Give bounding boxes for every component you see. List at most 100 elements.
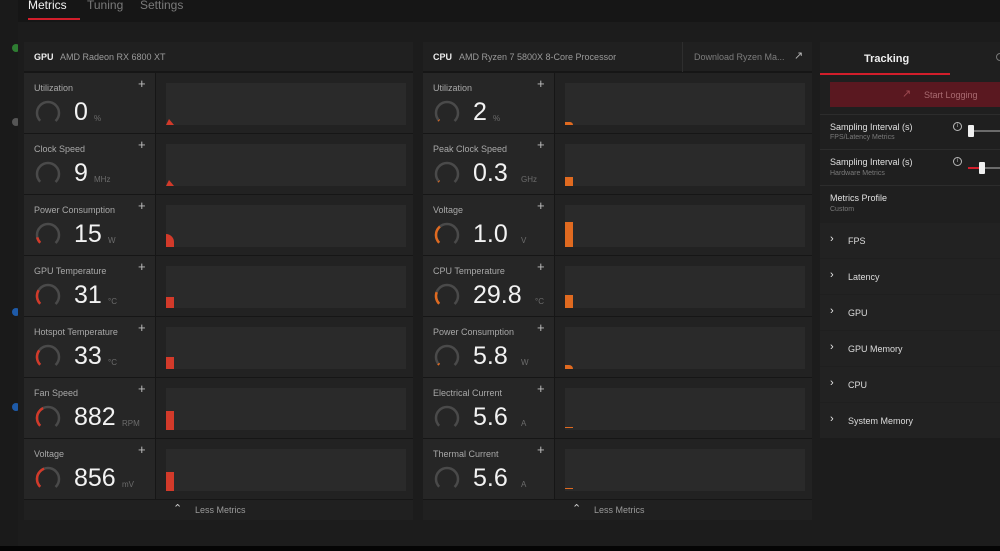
- start-logging-button[interactable]: ↗ Start Logging: [830, 82, 1000, 107]
- metric-label: Voltage: [34, 449, 65, 459]
- sampling-fps-slider-handle[interactable]: [968, 125, 974, 137]
- bg-dot: [12, 118, 20, 126]
- tab-bar: Metrics Tuning Settings: [18, 0, 1000, 22]
- gauge-icon: [35, 405, 61, 431]
- less-metrics-label: Less Metrics: [594, 505, 645, 515]
- plus-icon[interactable]: +: [138, 320, 146, 335]
- cpu-panel-header: CPU AMD Ryzen 7 5800X 8-Core Processor D…: [423, 42, 812, 72]
- divider: [820, 114, 1000, 115]
- metric-history-chart: [565, 388, 805, 430]
- plus-icon[interactable]: +: [537, 381, 545, 396]
- section-label: GPU Memory: [848, 344, 903, 354]
- section-label: Latency: [848, 272, 880, 282]
- plus-icon[interactable]: +: [138, 198, 146, 213]
- plus-icon[interactable]: +: [537, 442, 545, 457]
- metric-value: 9: [74, 159, 88, 187]
- metric-chart-cell: [555, 134, 812, 194]
- tracking-section-latency[interactable]: › Latency: [820, 259, 1000, 294]
- chart-line: [565, 427, 573, 428]
- tab-settings[interactable]: Settings: [140, 0, 184, 12]
- background-window-edge: [0, 0, 20, 551]
- chart-bar: [166, 234, 174, 247]
- chart-line: [565, 488, 573, 489]
- download-ryzen-master-link[interactable]: Download Ryzen Ma... ↗: [682, 42, 812, 72]
- metric-row: Utilization +2%: [423, 73, 812, 133]
- gauge-icon: [434, 222, 460, 248]
- metric-chart-cell: [555, 195, 812, 255]
- gauge-icon: [434, 161, 460, 187]
- gauge-icon: [434, 344, 460, 370]
- metric-label: Power Consumption: [433, 327, 515, 337]
- plus-icon[interactable]: +: [138, 76, 146, 91]
- plus-icon[interactable]: +: [537, 137, 545, 152]
- gauge-icon: [35, 466, 61, 492]
- metric-value: 15: [74, 220, 102, 248]
- tab-metrics[interactable]: Metrics: [28, 0, 67, 12]
- gauge-icon: [434, 100, 460, 126]
- divider: [820, 185, 1000, 186]
- plus-icon[interactable]: +: [537, 259, 545, 274]
- tracking-section-system-memory[interactable]: › System Memory: [820, 403, 1000, 438]
- metric-row: Power Consumption +5.8 W: [423, 317, 812, 377]
- chevron-right-icon: ›: [830, 413, 834, 425]
- gpu-panel-header: GPU AMD Radeon RX 6800 XT: [24, 42, 413, 72]
- metric-label: Thermal Current: [433, 449, 499, 459]
- plus-icon[interactable]: +: [138, 442, 146, 457]
- metric-chart-cell: [156, 378, 413, 438]
- metric-label: Voltage: [433, 205, 464, 215]
- metric-row: Voltage +1.0 V: [423, 195, 812, 255]
- metric-history-chart: [166, 327, 406, 369]
- metric-value: 31: [74, 281, 102, 309]
- section-label: System Memory: [848, 416, 914, 426]
- tab-tuning[interactable]: Tuning: [87, 0, 124, 12]
- plus-icon[interactable]: +: [537, 198, 545, 213]
- sampling-hw-slider-handle[interactable]: [979, 162, 986, 174]
- metric-summary-cell: Power Consumption +15 W: [24, 195, 155, 255]
- metric-row: Peak Clock Speed +0.3 GHz: [423, 134, 812, 194]
- plus-icon[interactable]: +: [138, 259, 146, 274]
- metric-summary-cell: GPU Temperature +31 °C: [24, 256, 155, 316]
- cpu-type-label: CPU: [433, 52, 453, 62]
- clipped-icon: [996, 53, 1000, 61]
- gpu-metrics-panel: GPU AMD Radeon RX 6800 XT Utilization +0%…: [24, 42, 413, 520]
- metric-summary-cell: Fan Speed +882 RPM: [24, 378, 155, 438]
- metric-unit: %: [94, 114, 102, 123]
- metric-label: CPU Temperature: [433, 266, 505, 276]
- tracking-section-fps[interactable]: › FPS: [820, 223, 1000, 258]
- tracking-section-gpu-memory[interactable]: › GPU Memory: [820, 331, 1000, 366]
- metric-unit: W: [521, 358, 529, 367]
- sampling-hw-slider-fill: [968, 167, 980, 169]
- gauge-icon: [35, 283, 61, 309]
- download-ryzen-master-label: Download Ryzen Ma...: [694, 52, 785, 62]
- metric-history-chart: [166, 449, 406, 491]
- metric-value: 0.3: [473, 159, 508, 187]
- metric-chart-cell: [156, 317, 413, 377]
- plus-icon[interactable]: +: [537, 320, 545, 335]
- metrics-profile-label[interactable]: Metrics Profile: [830, 193, 888, 203]
- chart-bar: [565, 177, 573, 186]
- metric-summary-cell: Peak Clock Speed +0.3 GHz: [423, 134, 554, 194]
- chevron-right-icon: ›: [830, 269, 834, 281]
- chart-spike: [166, 180, 174, 186]
- tracking-section-cpu[interactable]: › CPU: [820, 367, 1000, 402]
- chevron-up-icon: ⌃: [572, 503, 582, 515]
- bg-dot: [12, 403, 20, 411]
- metric-chart-cell: [555, 378, 812, 438]
- plus-icon[interactable]: +: [138, 381, 146, 396]
- chevron-right-icon: ›: [830, 377, 834, 389]
- cpu-less-metrics-button[interactable]: ⌃ Less Metrics: [423, 500, 812, 520]
- bg-dot: [12, 44, 20, 52]
- metric-history-chart: [565, 144, 805, 186]
- metric-history-chart: [565, 83, 805, 125]
- plus-icon[interactable]: +: [138, 137, 146, 152]
- info-icon[interactable]: i: [953, 122, 962, 131]
- gpu-less-metrics-button[interactable]: ⌃ Less Metrics: [24, 500, 413, 520]
- metric-label: Electrical Current: [433, 388, 503, 398]
- tracking-title[interactable]: Tracking: [864, 53, 910, 65]
- plus-icon[interactable]: +: [537, 76, 545, 91]
- metric-label: Clock Speed: [34, 144, 86, 154]
- info-icon[interactable]: i: [953, 157, 962, 166]
- metric-summary-cell: Voltage +1.0 V: [423, 195, 554, 255]
- tracking-section-gpu[interactable]: › GPU: [820, 295, 1000, 330]
- metric-row: Fan Speed +882 RPM: [24, 378, 413, 438]
